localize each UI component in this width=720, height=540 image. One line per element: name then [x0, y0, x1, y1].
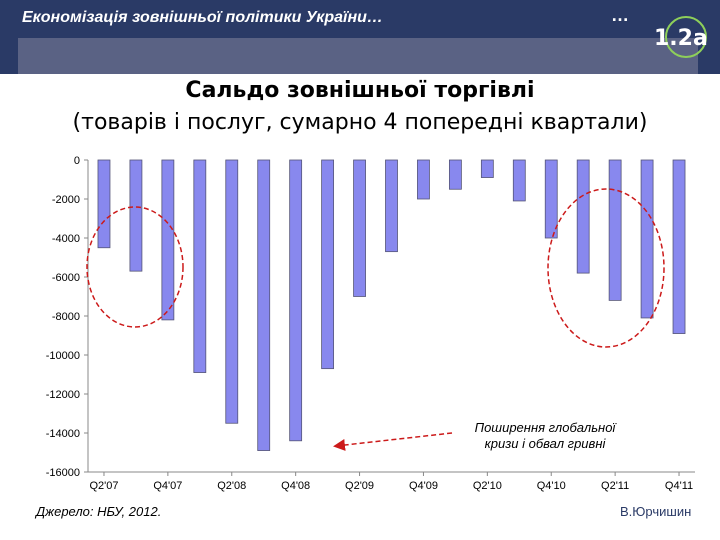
bar-Q1'08 — [193, 159, 207, 373]
bar-Q3'07 — [129, 159, 143, 272]
bar-Q4'08 — [289, 159, 303, 442]
x-tick-label: Q4'09 — [409, 480, 438, 492]
bar-Q2'07 — [97, 159, 111, 249]
x-tick-label: Q2'08 — [217, 480, 246, 492]
bar-Q3'09 — [385, 159, 398, 253]
bar-Q3'08 — [257, 159, 271, 451]
bar-Q3'11 — [640, 159, 654, 319]
crisis-circle-2008 — [86, 206, 184, 328]
header-bar: Економізація зовнішньої політики України… — [0, 0, 720, 74]
header-left-strip — [0, 38, 18, 74]
header-dots: … — [611, 5, 630, 25]
chart-title: Сальдо зовнішньої торгівлі — [185, 78, 535, 103]
y-tick-label: -12000 — [46, 389, 80, 401]
crisis-circle-2011 — [547, 188, 665, 348]
x-tick-label: Q4'10 — [537, 480, 566, 492]
chart-subtitle: (товарів і послуг, сумарно 4 попередні к… — [72, 110, 648, 135]
y-tick-label: -10000 — [46, 350, 80, 362]
y-tick-label: -8000 — [52, 311, 80, 323]
y-tick-label: -6000 — [52, 272, 80, 284]
annotation-text: кризи і обвал гривні — [485, 436, 607, 451]
author-name: В.Юрчишин — [620, 504, 692, 519]
bar-Q1'09 — [321, 159, 335, 370]
source-note: Джерело: НБУ, 2012. — [36, 504, 162, 519]
slide-number-circle — [665, 16, 707, 58]
bar-Q4'09 — [417, 159, 430, 200]
bar-Q2'09 — [353, 159, 366, 297]
x-tick-label: Q2'09 — [345, 480, 374, 492]
x-tick-label: Q2'07 — [89, 480, 118, 492]
x-tick-label: Q2'10 — [473, 480, 502, 492]
bar-Q2'08 — [225, 159, 239, 424]
x-tick-label: Q2'11 — [601, 480, 629, 492]
bar-Q1'11 — [576, 159, 590, 274]
annotation-text: Поширення глобальної — [475, 420, 618, 435]
bar-Q2'10 — [480, 159, 494, 178]
x-tick-label: Q4'07 — [153, 480, 182, 492]
y-tick-label: -16000 — [46, 467, 80, 479]
header-band — [0, 0, 720, 38]
header-lower-band — [18, 38, 698, 74]
y-tick-label: -4000 — [52, 233, 80, 245]
y-tick-label: 0 — [74, 155, 80, 167]
bar-Q4'10 — [544, 159, 558, 239]
bar-Q4'11 — [672, 159, 686, 334]
annotation-arrow — [333, 432, 453, 451]
bar-Q3'10 — [512, 159, 526, 202]
bar-Q1'10 — [448, 159, 462, 190]
x-tick-label: Q4'11 — [665, 480, 693, 492]
x-tick-label: Q4'08 — [281, 480, 310, 492]
bar-Q2'11 — [608, 159, 622, 301]
y-tick-label: -14000 — [46, 428, 80, 440]
presentation-title: Економізація зовнішньої політики України… — [22, 9, 383, 26]
slide-number: 1.2a — [654, 26, 708, 51]
bar-Q4'07 — [161, 159, 175, 321]
y-tick-label: -2000 — [52, 194, 80, 206]
